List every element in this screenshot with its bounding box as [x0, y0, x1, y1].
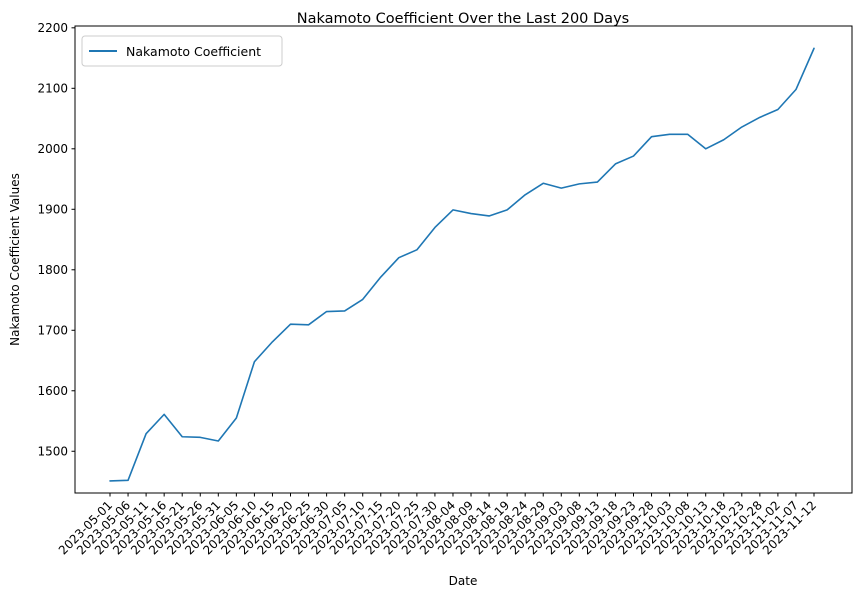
series-line-0 [109, 47, 815, 482]
data-point [758, 115, 762, 119]
data-point [740, 125, 744, 129]
y-tick-label: 1800 [37, 263, 68, 277]
x-axis-title: Date [449, 574, 478, 588]
data-point [722, 138, 726, 142]
data-point [162, 412, 166, 416]
plot-area [108, 46, 816, 483]
y-tick-label: 2000 [37, 142, 68, 156]
y-tick-label: 2200 [37, 21, 68, 35]
data-point [198, 435, 202, 439]
data-point [415, 248, 419, 252]
data-point [613, 162, 617, 166]
y-tick-label: 1700 [37, 324, 68, 338]
data-point [433, 225, 437, 229]
data-point [776, 107, 780, 111]
y-axis: 1500 1600 1700 1800 1900 2000 2100 2200 [37, 21, 75, 459]
data-point [144, 432, 148, 436]
data-point [451, 208, 455, 212]
x-axis: 2023-05-012023-05-062023-05-112023-05-16… [56, 493, 819, 557]
data-point [794, 88, 798, 92]
data-point [397, 256, 401, 260]
data-point [686, 132, 690, 136]
y-axis-title: Nakamoto Coefficient Values [8, 173, 22, 346]
data-point [307, 323, 311, 327]
data-point [523, 193, 527, 197]
data-point [108, 479, 112, 483]
data-point [812, 46, 816, 50]
data-point [325, 310, 329, 314]
y-tick-label: 1900 [37, 203, 68, 217]
data-point [487, 214, 491, 218]
legend-box [81, 35, 283, 67]
y-tick-label: 1600 [37, 384, 68, 398]
data-point [631, 154, 635, 158]
data-point [252, 360, 256, 364]
chart-title: Nakamoto Coefficient Over the Last 200 D… [297, 11, 629, 27]
data-point [541, 181, 545, 185]
axes-frame [74, 25, 853, 494]
data-point [668, 132, 672, 136]
data-point [559, 186, 563, 190]
data-point [289, 322, 293, 326]
data-point [577, 182, 581, 186]
data-point [343, 309, 347, 313]
data-point [505, 208, 509, 212]
data-point [180, 435, 184, 439]
data-point [469, 212, 473, 216]
data-point [595, 180, 599, 184]
data-point [270, 340, 274, 344]
data-point [361, 297, 365, 301]
data-point [650, 135, 654, 139]
y-tick-label: 2100 [37, 82, 68, 96]
legend-label: Nakamoto Coefficient [126, 44, 261, 59]
legend: Nakamoto Coefficient [81, 35, 283, 67]
data-point [216, 439, 220, 443]
data-point [126, 478, 130, 482]
data-point [704, 147, 708, 151]
y-tick-label: 1500 [37, 445, 68, 459]
data-point [234, 416, 238, 420]
data-point [379, 275, 383, 279]
